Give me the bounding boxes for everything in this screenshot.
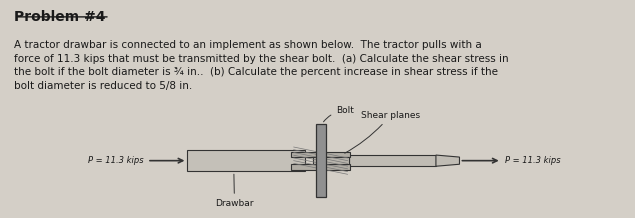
FancyBboxPatch shape [291, 152, 351, 157]
Text: Shear planes: Shear planes [345, 111, 420, 153]
FancyBboxPatch shape [316, 124, 326, 197]
Text: P = 11.3 kips: P = 11.3 kips [505, 156, 560, 165]
Text: Bolt: Bolt [323, 106, 354, 122]
Text: A tractor drawbar is connected to an implement as shown below.  The tractor pull: A tractor drawbar is connected to an imp… [14, 40, 509, 91]
FancyBboxPatch shape [187, 150, 305, 171]
Polygon shape [436, 155, 460, 166]
Text: Problem #4: Problem #4 [14, 10, 105, 24]
FancyBboxPatch shape [349, 155, 436, 166]
Text: P = 11.3 kips: P = 11.3 kips [88, 156, 144, 165]
FancyBboxPatch shape [291, 164, 351, 170]
Polygon shape [341, 155, 349, 166]
FancyBboxPatch shape [312, 157, 349, 164]
Text: Drawbar: Drawbar [215, 174, 254, 208]
